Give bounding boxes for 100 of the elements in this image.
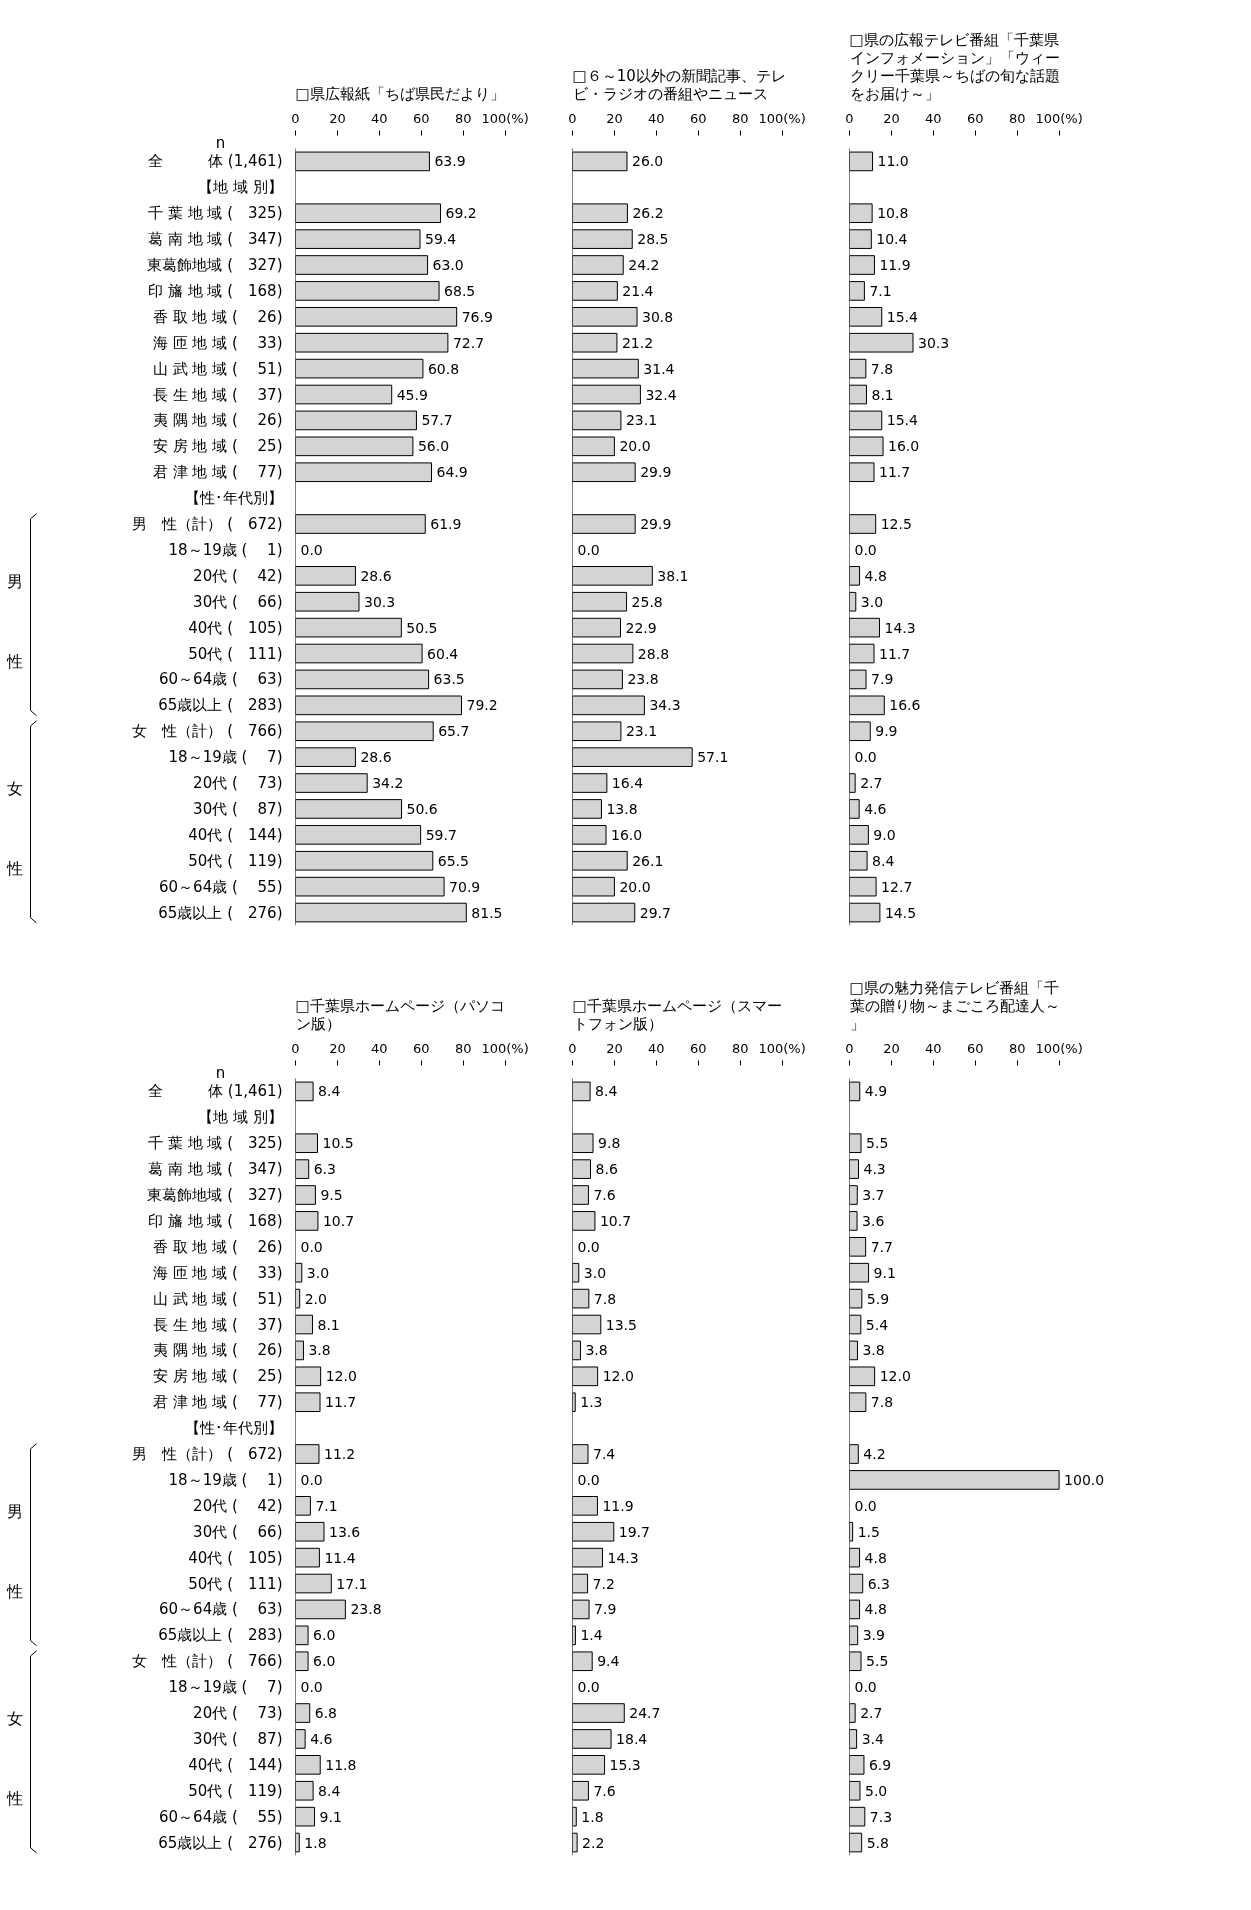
data-label: 11.7: [879, 645, 911, 662]
x-tick-label: 20: [329, 1040, 346, 1056]
data-label: 60.4: [427, 645, 459, 662]
data-label: 23.1: [625, 723, 658, 740]
x-tick-label: 60: [689, 110, 707, 126]
data-label: 1.3: [580, 1394, 603, 1411]
data-label: 6.9: [868, 1756, 892, 1773]
data-label: 4.3: [863, 1161, 886, 1178]
text: 性: [5, 1581, 23, 1601]
data-label: 0.0: [300, 541, 323, 558]
y-tick-label: 65歳以上 ( 276): [158, 1833, 283, 1852]
data-label: 4.6: [864, 800, 887, 817]
data-label: 72.7: [452, 334, 485, 351]
x-tick-label: 60: [412, 110, 430, 126]
data-label: 7.4: [593, 1446, 616, 1463]
data-label: 4.9: [864, 1083, 888, 1100]
data-label: 79.2: [466, 697, 498, 714]
data-label: 25.8: [631, 593, 663, 610]
y-tick-label: 印 旛 地 域 ( 168): [148, 1211, 283, 1230]
data-label: 5.0: [864, 1782, 888, 1799]
data-label: 29.7: [639, 904, 671, 921]
y-tick-label: 65歳以上 ( 276): [158, 903, 283, 922]
y-tick-label: 夷 隅 地 域 ( 26): [152, 411, 283, 430]
chart-title: □県の魅力発信テレビ番組「千葉の贈り物～まごころ配達人～」: [849, 978, 1060, 1033]
y-tick-label: 65歳以上 ( 283): [158, 696, 283, 715]
data-label: 7.8: [593, 1290, 617, 1307]
y-tick-label: 40代 ( 144): [188, 1755, 283, 1774]
y-tick-label: 君 津 地 域 ( 77): [152, 1393, 283, 1412]
data-label: 57.1: [697, 749, 729, 766]
y-tick-label: 安 房 地 域 ( 25): [152, 1367, 283, 1386]
data-label: 34.2: [372, 775, 404, 792]
x-tick-label: 40: [648, 110, 665, 126]
y-tick-label: 全 体 (1,461): [148, 152, 283, 171]
data-label: 0.0: [854, 1497, 877, 1514]
x-tick-label: 20: [606, 110, 623, 126]
x-tick-label: 80: [454, 1040, 472, 1056]
data-label: 30.8: [642, 308, 674, 325]
data-label: 2.0: [304, 1290, 327, 1307]
text: 性: [5, 651, 23, 671]
data-label: 12.5: [880, 516, 912, 533]
data-label: 63.9: [434, 153, 466, 170]
y-tick-label: 【地 域 別】: [197, 178, 283, 197]
y-tick-label: 18～19歳 ( 1): [168, 1470, 283, 1489]
data-label: 11.7: [325, 1394, 357, 1411]
x-tick-label: 40: [648, 1040, 665, 1056]
y-tick-label: 60～64歳 ( 55): [159, 1807, 283, 1826]
y-tick-label: 20代 ( 73): [193, 774, 283, 793]
data-label: 50.6: [406, 800, 438, 817]
x-tick-label: 0: [845, 1040, 854, 1056]
data-label: 0.0: [854, 541, 877, 558]
data-label: 7.8: [870, 1394, 894, 1411]
y-tick-label: 60～64歳 ( 63): [159, 670, 283, 689]
data-label: 0.0: [300, 1471, 323, 1488]
x-tick-label: 40: [925, 1040, 942, 1056]
data-label: 3.0: [860, 593, 884, 610]
data-label: 9.1: [319, 1808, 342, 1825]
y-tick-label: 女 性（計） ( 766): [132, 1652, 283, 1671]
y-tick-label: 30代 ( 87): [193, 1729, 283, 1748]
data-label: 81.5: [471, 904, 503, 921]
y-tick-label: 夷 隅 地 域 ( 26): [152, 1341, 283, 1360]
data-label: 7.9: [871, 671, 894, 688]
data-label: 7.7: [870, 1238, 893, 1255]
data-label: 9.5: [320, 1187, 343, 1204]
data-label: 4.6: [310, 1730, 333, 1747]
y-tick-label: 18～19歳 ( 1): [168, 540, 283, 559]
y-tick-label: 18～19歳 ( 7): [168, 748, 283, 767]
data-label: 22.9: [625, 619, 657, 636]
data-label: 60.8: [427, 360, 460, 377]
text: 男: [6, 571, 23, 591]
data-label: 2.7: [860, 775, 883, 792]
data-label: 10.8: [877, 205, 909, 222]
y-tick-label: 香 取 地 域 ( 26): [152, 1237, 283, 1256]
data-label: 21.4: [622, 282, 654, 299]
x-tick-label: 20: [329, 110, 346, 126]
data-label: 4.8: [864, 1549, 887, 1566]
y-tick-label: 40代 ( 105): [188, 618, 283, 637]
x-tick-label: 60: [689, 1040, 707, 1056]
data-label: 12.7: [881, 878, 913, 895]
data-label: 0.0: [854, 1679, 877, 1696]
data-label: 63.5: [433, 671, 465, 688]
data-label: 17.1: [336, 1575, 368, 1592]
y-tick-label: 50代 ( 119): [188, 851, 283, 870]
text: n: [215, 1063, 226, 1082]
x-tick-label: 40: [371, 1040, 388, 1056]
chart-title: □県広報紙「ちば県民だより」: [295, 84, 505, 103]
data-label: 24.2: [628, 257, 660, 274]
x-tick-label: 60: [412, 1040, 430, 1056]
data-label: 3.6: [862, 1212, 885, 1229]
data-label: 0.0: [577, 1679, 600, 1696]
data-label: 7.9: [594, 1601, 617, 1618]
data-label: 6.0: [313, 1653, 336, 1670]
x-tick-label: 0: [568, 110, 577, 126]
data-label: 11.4: [324, 1549, 356, 1566]
data-label: 3.8: [585, 1342, 608, 1359]
y-tick-label: 香 取 地 域 ( 26): [152, 307, 283, 326]
data-label: 16.0: [611, 826, 643, 843]
y-tick-label: 【地 域 別】: [197, 1108, 283, 1127]
data-label: 6.0: [313, 1627, 336, 1644]
text: 性: [5, 1789, 23, 1809]
y-tick-label: 【性･年代別】: [184, 1419, 283, 1438]
